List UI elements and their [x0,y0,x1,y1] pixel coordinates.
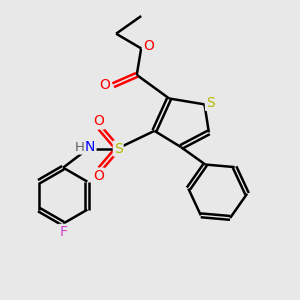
Text: O: O [143,39,154,53]
Text: H: H [74,141,84,154]
Text: N: N [85,140,95,154]
Text: O: O [100,78,110,92]
Text: O: O [93,114,104,128]
Text: O: O [93,169,104,183]
Text: F: F [59,225,67,239]
Text: S: S [206,96,215,110]
Text: S: S [114,142,123,155]
